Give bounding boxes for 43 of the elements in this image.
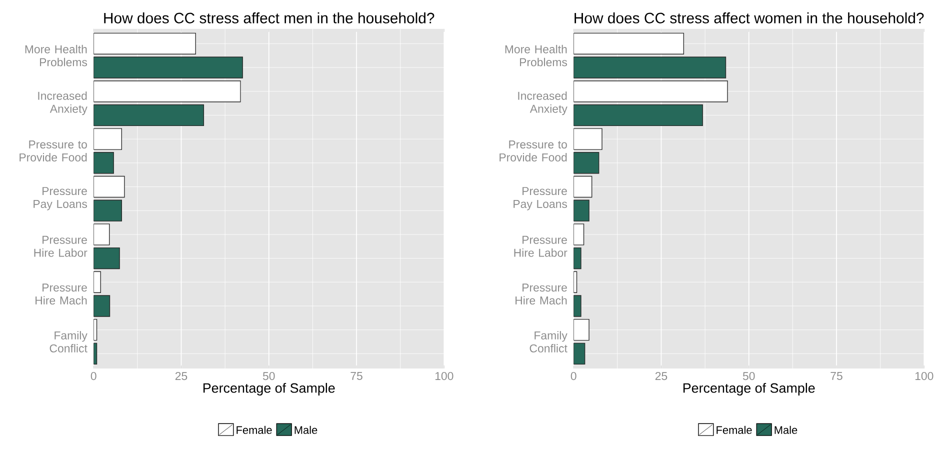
legend-label: Female [236,426,272,434]
x-tick-label: 75 [830,372,842,380]
bar [94,104,204,126]
chart-title: How does CC stress affect women in the household? [574,12,924,24]
bar [574,56,726,78]
x-tick-label: 50 [742,372,755,380]
chart-title: How does CC stress affect men in the household? [104,12,434,24]
x-tick-label: 100 [435,372,454,380]
bar [574,152,600,174]
x-tick-label: 0 [570,372,576,380]
bar [574,104,703,126]
x-axis-title: Percentage of Sample [203,382,335,396]
bar [94,295,110,317]
bar [94,56,243,78]
y-tick-label: Pressure Hire Mach [516,284,567,304]
legend-label: Male [294,426,318,434]
x-tick-label: 25 [655,372,668,380]
y-tick-label: Family Conflict [530,331,568,352]
y-tick-label: More Health Problems [25,44,88,66]
y-tick-label: Pressure Hire Labor [514,236,568,257]
bar [94,247,120,270]
x-tick-label: 25 [175,372,188,380]
y-tick-label: Pressure Hire Labor [34,236,88,257]
bar [94,152,114,174]
y-tick-label: Family Conflict [50,331,88,352]
y-tick-label: Increased Anxiety [38,91,88,116]
bar [574,200,590,222]
y-tick-label: Increased Anxiety [518,91,568,116]
y-tick-label: Pressure Hire Mach [36,284,87,304]
legend-label: Male [774,426,798,434]
x-tick-label: 0 [90,372,96,380]
bar [574,342,586,364]
x-axis-title: Percentage of Sample [683,382,815,396]
y-tick-label: Pressure to Provide Food [20,140,87,162]
x-tick-label: 100 [915,372,934,380]
y-tick-label: Pressure Pay Loans [514,187,567,210]
x-tick-label: 75 [350,372,362,380]
bar [94,200,122,222]
y-tick-label: Pressure to Provide Food [500,140,567,162]
x-tick-label: 50 [262,372,275,380]
legend-label: Female [716,426,752,434]
y-tick-label: More Health Problems [505,44,568,66]
y-tick-label: Pressure Pay Loans [34,187,88,210]
